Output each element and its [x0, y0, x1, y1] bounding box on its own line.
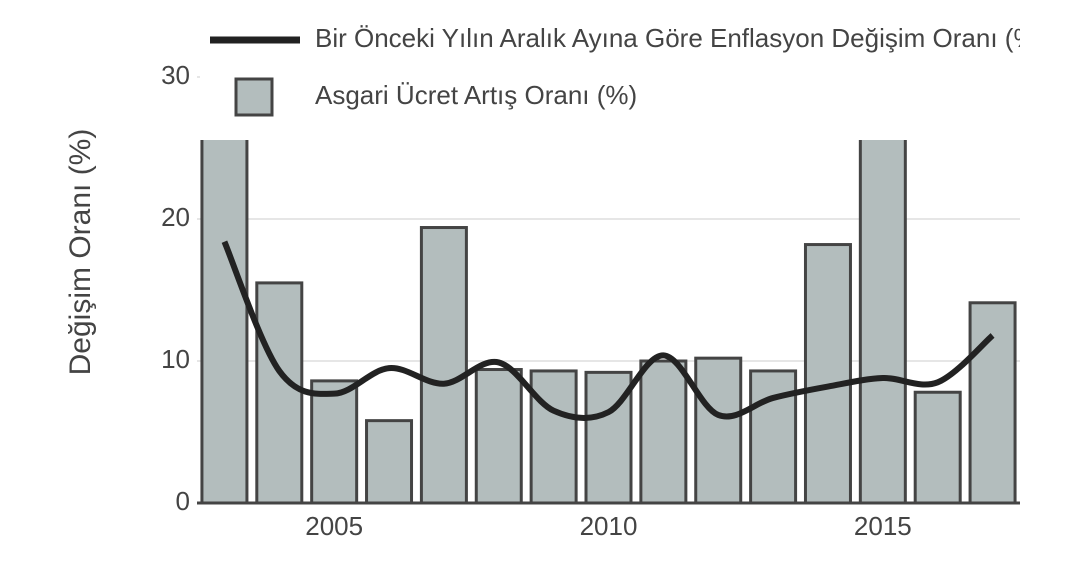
bar: [858, 75, 907, 505]
line: [221, 240, 995, 421]
y-tick-label: 0: [176, 486, 190, 516]
bar: [749, 369, 798, 505]
bar: [913, 390, 962, 505]
bar: [968, 301, 1017, 505]
legend-label: Bir Önceki Yılın Aralık Ayına Göre Enfla…: [315, 23, 1045, 53]
bar: [639, 359, 688, 505]
y-tick-label: 10: [161, 344, 190, 374]
y-tick-label: 20: [161, 202, 190, 232]
bar: [474, 368, 523, 505]
bar: [310, 379, 359, 505]
y-axis-title: Değişim Oranı (%): [64, 129, 97, 376]
legend-label: Asgari Ücret Artış Oranı (%): [315, 80, 637, 110]
legend-swatch: [234, 77, 274, 117]
x-tick-label: 2010: [580, 511, 638, 541]
legend-background: [200, 14, 1020, 140]
bar: [200, 75, 249, 505]
x-tick-label: 2005: [305, 511, 363, 541]
bar: [255, 281, 304, 505]
bar: [803, 243, 852, 505]
bar: [529, 369, 578, 505]
x-tick-label: 2015: [854, 511, 912, 541]
bar: [419, 226, 468, 505]
bar: [365, 419, 414, 505]
y-tick-label: 30: [161, 60, 190, 90]
bar: [694, 356, 743, 505]
